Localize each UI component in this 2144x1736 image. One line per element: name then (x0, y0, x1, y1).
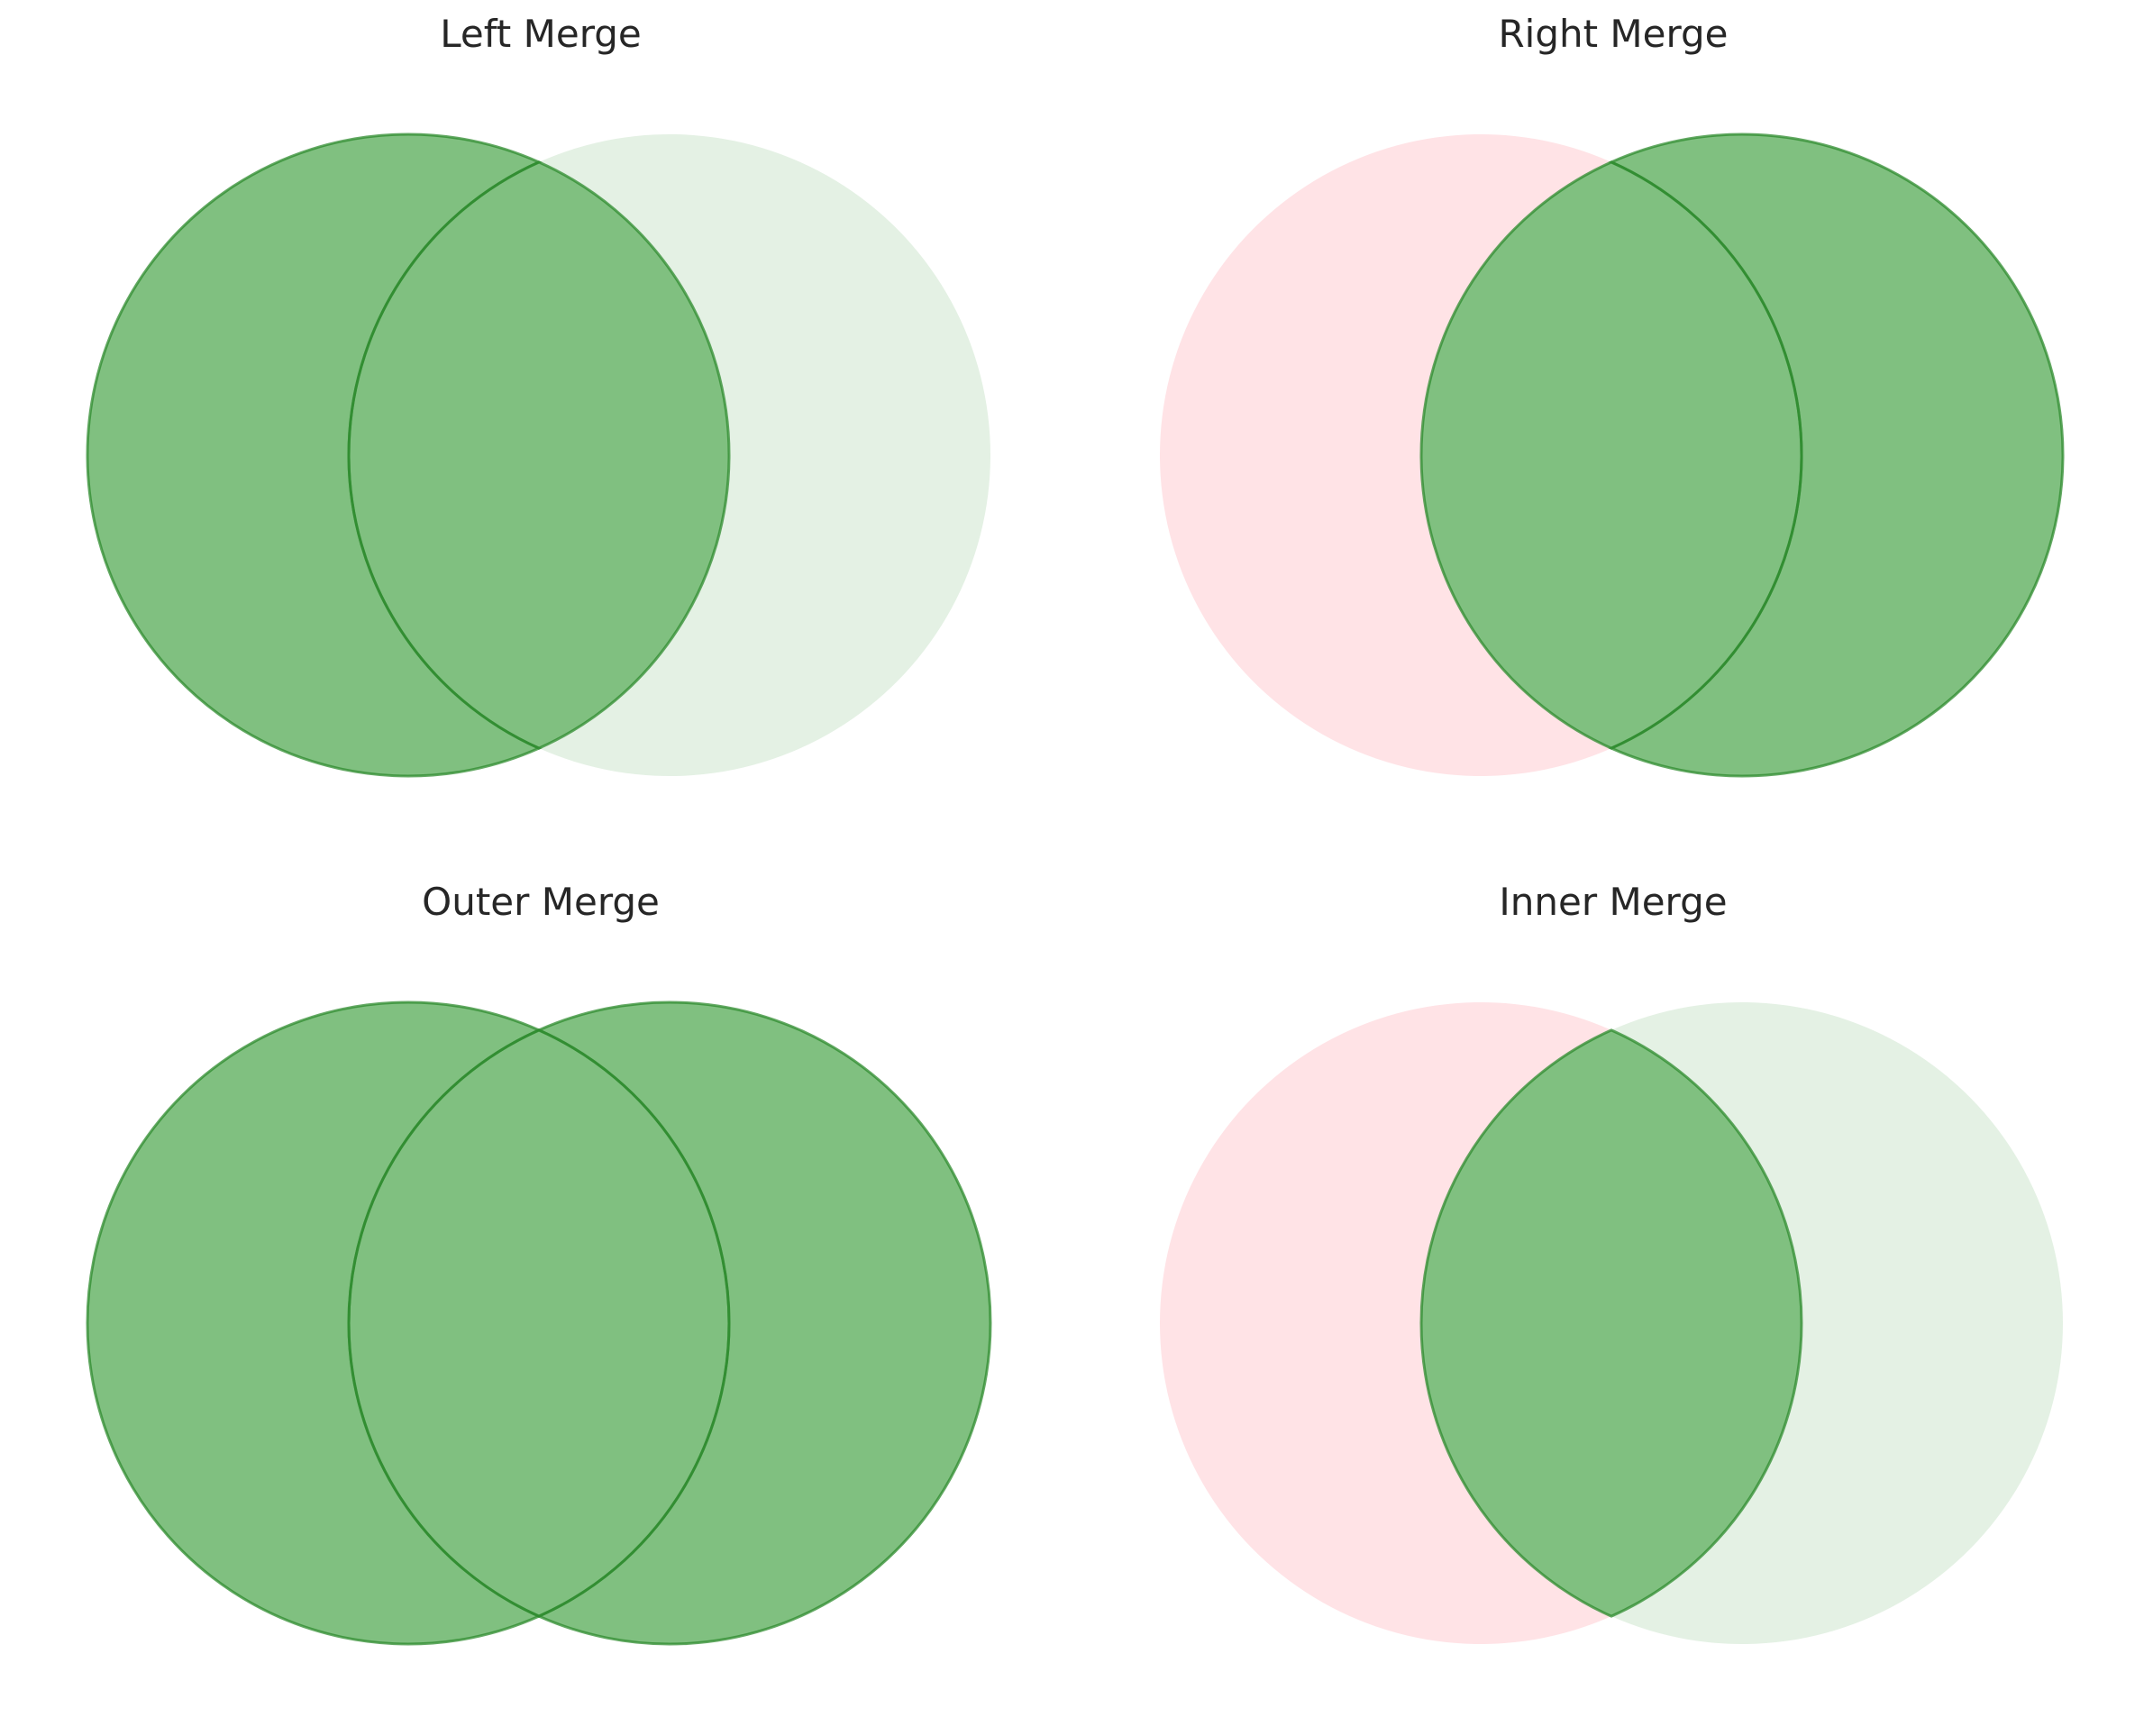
panel-left-merge: Left Merge (0, 0, 1072, 868)
title-right-merge: Right Merge (1498, 12, 1728, 56)
left-only-region (87, 1002, 539, 1644)
title-left-merge: Left Merge (440, 12, 641, 56)
venn-left-merge: Left Merge (86, 12, 990, 778)
panel-right-merge: Right Merge (1072, 0, 2144, 868)
overlap-region (1421, 161, 1802, 749)
title-inner-merge: Inner Merge (1499, 880, 1727, 924)
overlap-region-outline (1419, 1028, 1803, 1618)
overlap-region (349, 1029, 729, 1617)
venn-right-merge: Right Merge (1160, 12, 2065, 778)
overlap-region-outline (347, 160, 731, 750)
overlap-region (1421, 1029, 1802, 1617)
right-only-region (1611, 1002, 2063, 1644)
panel-outer-merge: Outer Merge (0, 868, 1072, 1736)
right-only-region (539, 1002, 990, 1644)
left-only-region (1160, 133, 1611, 776)
right-only-region (539, 134, 990, 776)
panel-inner-merge: Inner Merge (1072, 868, 2144, 1736)
right-only-region-outline (1608, 132, 2065, 778)
left-only-region (87, 133, 539, 776)
right-only-region (1611, 134, 2063, 776)
right-only-region-outline (535, 1000, 992, 1646)
venn-inner-merge: Inner Merge (1160, 880, 2063, 1644)
overlap-region (349, 161, 729, 749)
title-outer-merge: Outer Merge (422, 880, 660, 924)
left-only-region (1160, 1002, 1611, 1644)
venn-outer-merge: Outer Merge (86, 880, 992, 1646)
